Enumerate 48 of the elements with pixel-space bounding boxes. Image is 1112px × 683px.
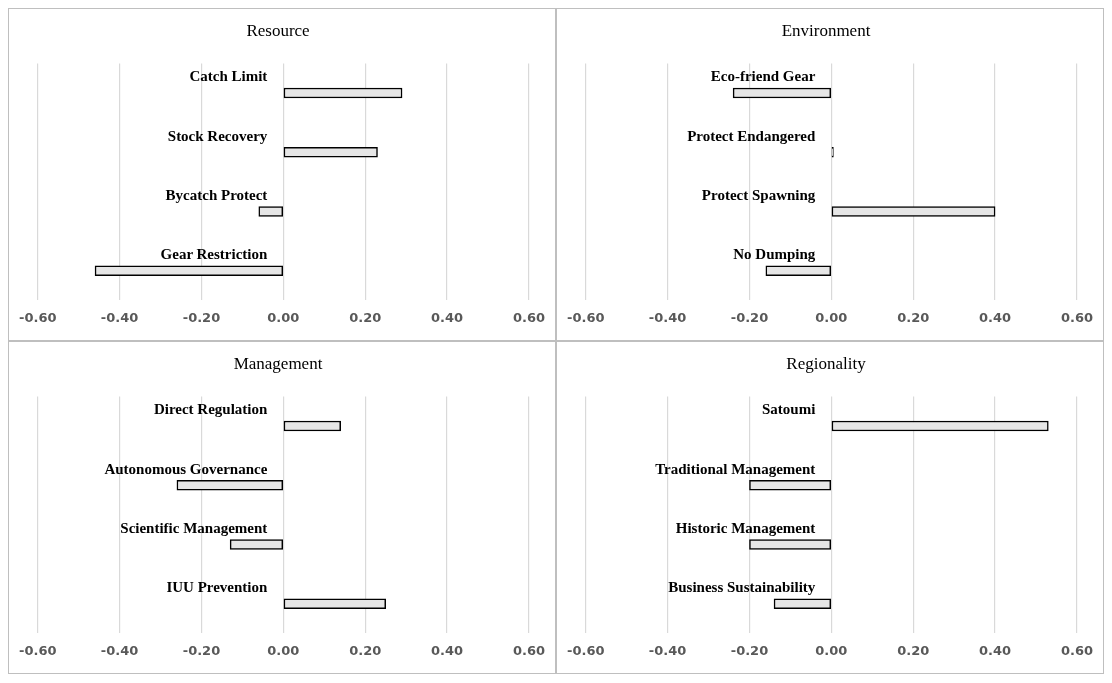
x-tick-label: -0.60 (566, 309, 605, 325)
y-tick-label: Autonomous Governance (104, 460, 268, 477)
x-tick-label: 0.40 (979, 309, 1012, 325)
x-tick-label: -0.20 (730, 309, 769, 325)
x-tick-label: 0.60 (1060, 642, 1093, 658)
y-tick-label: Catch Limit (189, 68, 268, 85)
x-tick-label: 0.20 (349, 309, 382, 325)
y-tick-label: Stock Recovery (167, 127, 268, 144)
chart-title: Management (233, 353, 323, 373)
x-tick-label: 0.60 (1060, 309, 1093, 325)
x-tick-label: -0.40 (648, 309, 687, 325)
y-tick-label: Eco-friend Gear (710, 68, 816, 85)
x-tick-label: 0.60 (512, 642, 545, 658)
y-tick-label: IUU Prevention (166, 579, 268, 596)
y-tick-label: Gear Restriction (160, 246, 268, 263)
x-tick-label: 0.00 (267, 309, 300, 325)
x-tick-label: 0.60 (512, 309, 545, 325)
x-tick-label: 0.00 (815, 309, 848, 325)
x-tick-label: 0.20 (897, 642, 930, 658)
chart-title: Regionality (786, 353, 867, 373)
x-tick-label: 0.00 (815, 642, 848, 658)
x-tick-label: 0.20 (349, 642, 382, 658)
y-tick-label: Scientific Management (120, 519, 268, 536)
x-tick-label: 0.00 (267, 642, 300, 658)
y-tick-label: Satoumi (762, 401, 816, 418)
y-tick-label: Direct Regulation (153, 401, 269, 418)
y-tick-label: No Dumping (733, 246, 816, 263)
y-tick-label: Business Sustainability (668, 579, 816, 596)
y-tick-label: Bycatch Protect (165, 186, 268, 203)
x-tick-label: 0.40 (979, 642, 1012, 658)
chart-title: Resource (246, 20, 310, 40)
x-tick-label: -0.20 (182, 642, 221, 658)
y-tick-label: Protect Endangered (687, 127, 816, 144)
x-tick-label: -0.40 (648, 642, 687, 658)
x-tick-label: 0.20 (897, 309, 930, 325)
chart-title: Environment (781, 20, 871, 40)
x-tick-label: 0.40 (431, 642, 464, 658)
x-tick-label: -0.20 (182, 309, 221, 325)
x-tick-label: -0.60 (18, 309, 57, 325)
y-tick-label: Traditional Management (655, 460, 816, 477)
y-tick-label: Historic Management (675, 519, 816, 536)
x-tick-label: -0.60 (18, 642, 57, 658)
y-tick-label: Protect Spawning (701, 186, 816, 203)
x-tick-label: -0.40 (100, 309, 139, 325)
x-tick-label: -0.20 (730, 642, 769, 658)
x-tick-label: -0.60 (566, 642, 605, 658)
x-tick-label: 0.40 (431, 309, 464, 325)
x-tick-label: -0.40 (100, 642, 139, 658)
